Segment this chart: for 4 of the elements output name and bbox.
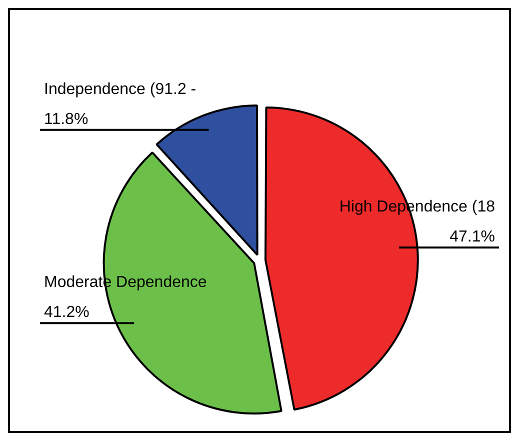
data-label: 11.8% bbox=[44, 110, 88, 128]
slice-label: Independence (91.2 - bbox=[44, 80, 196, 98]
data-label: 41.2% bbox=[44, 304, 90, 322]
data-label: 47.1% bbox=[450, 228, 495, 246]
